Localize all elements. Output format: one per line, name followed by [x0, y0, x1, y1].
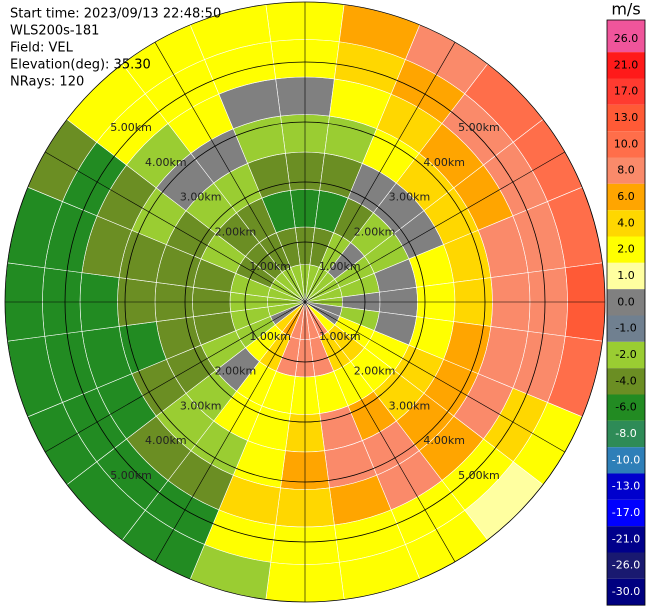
colorbar-swatch [607, 420, 645, 448]
colorbar-tick-label: -1.0 [615, 322, 636, 335]
colorbar-swatch [607, 20, 645, 53]
colorbar-tick-label: -17.0 [612, 506, 640, 519]
header-line: WLS200s-181 [10, 24, 99, 39]
colorbar-swatch [607, 578, 645, 606]
colorbar-tick-label: 1.0 [617, 269, 635, 282]
range-ring-label: 2.00km [354, 365, 396, 378]
range-ring [64, 61, 546, 543]
range-ring-label: 4.00km [145, 156, 187, 169]
colorbar-tick-label: 0.0 [617, 295, 635, 308]
colorbar-swatch [607, 236, 645, 263]
colorbar-swatch [607, 52, 645, 79]
azimuth-line [154, 42, 456, 562]
header-line: Start time: 2023/09/13 22:48:50 [10, 7, 221, 22]
colorbar-swatch [607, 341, 645, 369]
range-ring-label: 5.00km [458, 121, 500, 134]
range-ring [244, 241, 366, 363]
range-ring [184, 181, 426, 423]
colorbar-tick-label: 13.0 [614, 111, 639, 124]
colorbar-tick-label: -4.0 [615, 374, 636, 387]
colorbar-unit: m/s [611, 0, 640, 19]
header-line: Field: VEL [10, 41, 74, 56]
range-ring-label: 4.00km [423, 156, 465, 169]
colorbar-swatch [607, 262, 645, 290]
range-ring-label: 3.00km [389, 399, 431, 412]
colorbar-tick-label: -13.0 [612, 480, 640, 493]
colorbar-tick-label: 26.0 [614, 32, 639, 45]
range-ring-label: 2.00km [215, 225, 257, 238]
colorbar-tick-label: -10.0 [612, 453, 640, 466]
colorbar-swatch [607, 368, 645, 395]
range-ring-label: 2.00km [354, 225, 396, 238]
range-ring-label: 3.00km [180, 191, 222, 204]
range-ring-label: 4.00km [145, 434, 187, 447]
colorbar-tick-label: 17.0 [614, 85, 639, 98]
colorbar-swatch [607, 526, 645, 553]
colorbar-frame [606, 19, 646, 606]
colorbar-swatch [607, 394, 645, 421]
colorbar-swatch [607, 131, 645, 158]
colorbar-swatch [607, 552, 645, 579]
range-ring-label: 4.00km [423, 434, 465, 447]
colorbar-swatch [607, 183, 645, 211]
colorbar-tick-label: -2.0 [615, 348, 636, 361]
colorbar-tick-label: -30.0 [612, 585, 640, 598]
colorbar-tick-label: -6.0 [615, 401, 636, 414]
colorbar-swatch [607, 78, 645, 105]
colorbar-swatch [607, 447, 645, 474]
range-ring-label: 5.00km [458, 469, 500, 482]
colorbar-swatch [607, 104, 645, 132]
range-ring-label: 3.00km [180, 399, 222, 412]
header-line: NRays: 120 [10, 75, 84, 90]
colorbar-swatch [607, 473, 645, 500]
range-ring-label: 1.00km [249, 330, 291, 343]
colorbar-swatch [607, 315, 645, 342]
colorbar-swatch [607, 499, 645, 527]
colorbar-tick-label: 8.0 [617, 164, 635, 177]
header-line: Elevation(deg): 35.30 [10, 58, 151, 73]
range-ring-label: 5.00km [110, 469, 152, 482]
range-ring-label: 1.00km [249, 260, 291, 273]
colorbar-swatch [607, 157, 645, 184]
colorbar-tick-label: 21.0 [614, 58, 639, 71]
range-ring-label: 5.00km [110, 121, 152, 134]
colorbar-tick-label: 4.0 [617, 216, 635, 229]
colorbar-tick-label: -21.0 [612, 532, 640, 545]
range-ring-label: 1.00km [319, 260, 361, 273]
colorbar-swatch [607, 289, 645, 316]
colorbar-swatch [607, 210, 645, 237]
colorbar-tick-label: -26.0 [612, 559, 640, 572]
range-ring [124, 121, 486, 483]
range-ring-label: 1.00km [319, 330, 361, 343]
range-ring-label: 3.00km [389, 191, 431, 204]
colorbar-tick-label: 10.0 [614, 137, 639, 150]
range-ring [4, 1, 606, 603]
colorbar-tick-label: -8.0 [615, 427, 636, 440]
colorbar-tick-label: 6.0 [617, 190, 635, 203]
colorbar-tick-label: 2.0 [617, 243, 635, 256]
range-ring-label: 2.00km [215, 365, 257, 378]
